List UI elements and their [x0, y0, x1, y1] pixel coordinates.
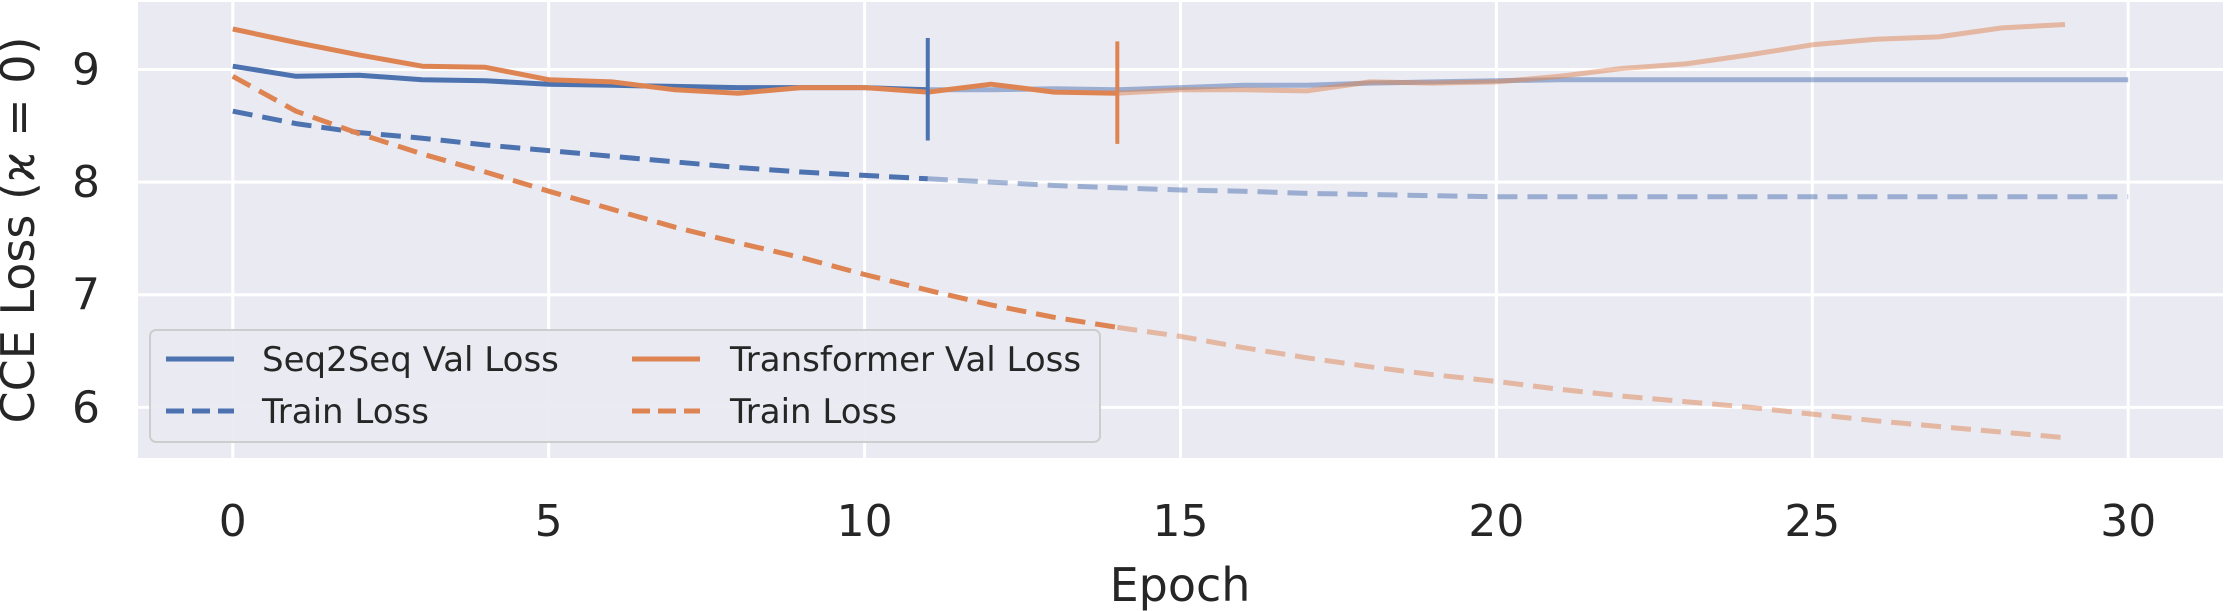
legend-label-seq2seq-train: Train Loss: [261, 392, 429, 432]
y-tick-label: 7: [72, 270, 100, 321]
early-stop-markers: [925, 38, 1120, 144]
y-axis-label: CCE Loss (ϰ = 0): [0, 37, 45, 424]
y-tick-label: 8: [72, 157, 100, 208]
series-seq2seq-dashed-line: [232, 108, 928, 182]
series-transformer-solid-line: [232, 26, 1118, 96]
y-tick-label: 9: [72, 45, 100, 96]
legend-label-seq2seq-val: Seq2Seq Val Loss: [262, 340, 559, 380]
x-tick-label: 25: [1784, 496, 1840, 547]
legend-label-transformer-train: Train Loss: [729, 392, 897, 432]
series-transformer-dashed-line: [231, 74, 1118, 330]
x-tick-label: 5: [535, 496, 563, 547]
x-tick-label: 10: [837, 496, 893, 547]
x-tick-label: 0: [219, 496, 247, 547]
x-axis-label: Epoch: [1110, 558, 1251, 611]
x-tick-label: 30: [2100, 496, 2156, 547]
series-transformer-solid-faded-line: [1117, 22, 2066, 96]
series-seq2seq-dashed-faded-line: [927, 176, 2129, 200]
x-tick-labels: 0 5 10 15 20 25 30: [219, 496, 2156, 547]
legend-label-transformer-val: Transformer Val Loss: [729, 340, 1081, 380]
series-transformer-dashed-faded-line: [1116, 324, 2066, 441]
x-tick-label: 20: [1468, 496, 1524, 547]
legend-box: [149, 329, 1101, 443]
y-tick-labels: 6 7 8 9: [72, 45, 100, 434]
y-tick-label: 6: [72, 382, 100, 433]
x-tick-label: 15: [1153, 496, 1209, 547]
legend: Seq2Seq Val Loss Train Loss Transformer …: [149, 329, 1101, 443]
series-lines: [231, 22, 2129, 441]
